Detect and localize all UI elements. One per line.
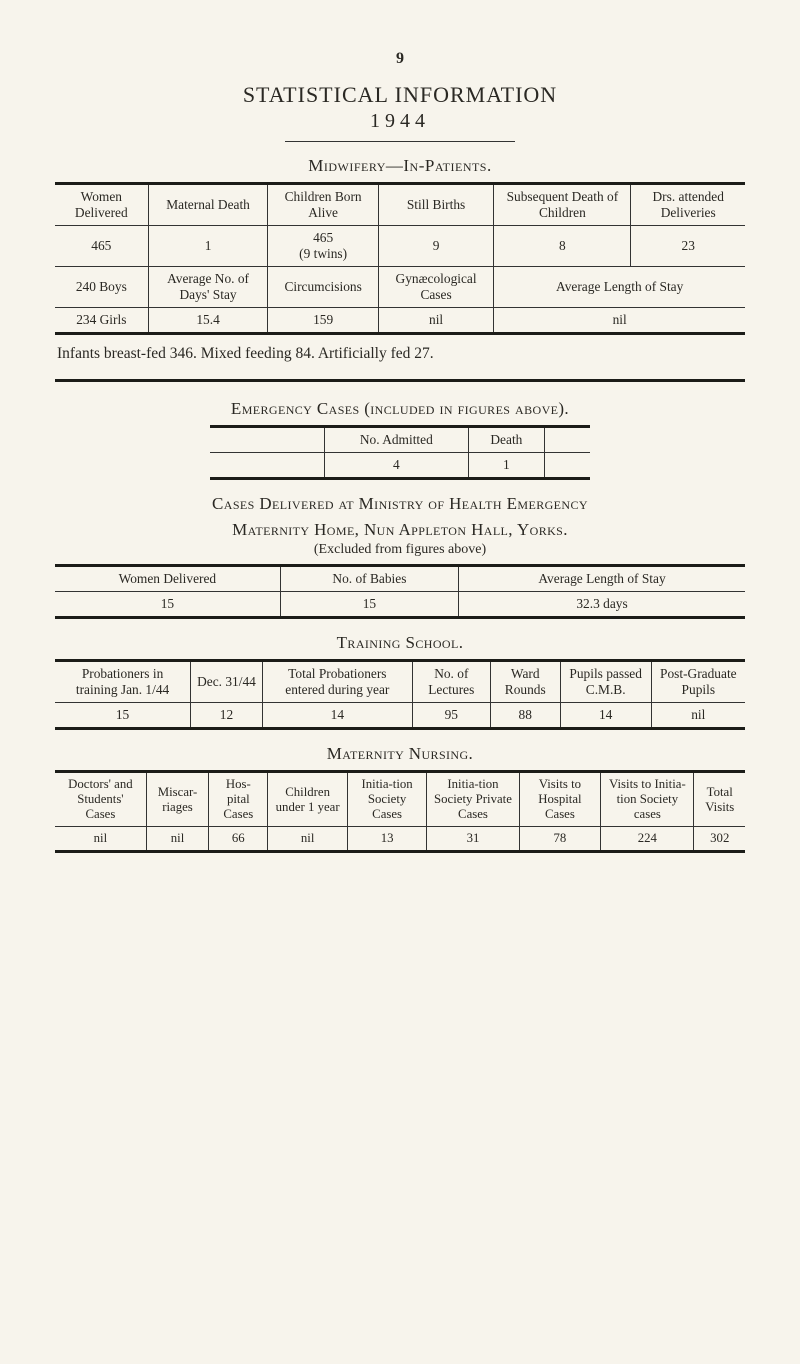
section-midwifery: Midwifery—In-Patients. xyxy=(55,156,745,176)
col-header: Dec. 31/44 xyxy=(191,661,263,703)
cell: 78 xyxy=(519,827,601,852)
col-header: No. Admitted xyxy=(324,427,468,453)
col-header: Circumcisions xyxy=(268,267,378,308)
col-header: Pupils passed C.M.B. xyxy=(560,661,651,703)
table-midwifery-summary: Women Delivered Maternal Death Children … xyxy=(55,182,745,335)
cell: 9 xyxy=(378,226,494,267)
col-header: Children Born Alive xyxy=(268,184,378,226)
cell: nil xyxy=(494,308,745,334)
table-emergency: No. Admitted Death 4 1 xyxy=(210,425,590,480)
col-header: Gynæcological Cases xyxy=(378,267,494,308)
cell: 31 xyxy=(427,827,519,852)
col-header: Women Delivered xyxy=(55,184,148,226)
divider xyxy=(285,141,515,142)
col-header: Average Length of Stay xyxy=(494,267,745,308)
section-emergency: Emergency Cases (included in figures abo… xyxy=(55,399,745,419)
infants-line: Infants breast-fed 346. Mixed feeding 84… xyxy=(57,345,745,363)
cell: 12 xyxy=(191,703,263,729)
cell: 15 xyxy=(55,703,191,729)
page-title: STATISTICAL INFORMATION xyxy=(55,82,745,108)
cell: 95 xyxy=(412,703,490,729)
col-header: Total Probationers entered during year xyxy=(262,661,412,703)
page-number: 9 xyxy=(55,50,745,68)
cell: nil xyxy=(378,308,494,334)
section-maternity-nursing: Maternity Nursing. xyxy=(55,744,745,764)
section-ministry-1: Cases Delivered at Ministry of Health Em… xyxy=(55,494,745,514)
cell: 15.4 xyxy=(148,308,268,334)
cell: 1 xyxy=(148,226,268,267)
cell: 159 xyxy=(268,308,378,334)
col-header: Drs. attended Deliveries xyxy=(631,184,745,226)
col-header: Doctors' and Students' Cases xyxy=(55,772,146,827)
col-header: Children under 1 year xyxy=(268,772,347,827)
cell: nil xyxy=(146,827,208,852)
col-header: Maternal Death xyxy=(148,184,268,226)
cell: 32.3 days xyxy=(459,592,745,618)
year: 1944 xyxy=(55,110,745,133)
cell: nil xyxy=(55,827,146,852)
table-training: Probationers in training Jan. 1/44 Dec. … xyxy=(55,659,745,730)
col-header: Miscar-riages xyxy=(146,772,208,827)
cell: 465 xyxy=(55,226,148,267)
cell: 240 Boys xyxy=(55,267,148,308)
col-header: Average No. of Days' Stay xyxy=(148,267,268,308)
ministry-paren: (Excluded from figures above) xyxy=(55,542,745,558)
col-header: No. of Babies xyxy=(280,566,458,592)
cell: 465 (9 twins) xyxy=(268,226,378,267)
cell: nil xyxy=(651,703,745,729)
col-header: Total Visits xyxy=(694,772,745,827)
cell: 1 xyxy=(469,453,545,479)
cell: 15 xyxy=(280,592,458,618)
cell: 14 xyxy=(560,703,651,729)
col-header: Initia-tion Society Private Cases xyxy=(427,772,519,827)
col-header: Death xyxy=(469,427,545,453)
cell: 15 xyxy=(55,592,280,618)
section-training: Training School. xyxy=(55,633,745,653)
col-header: Average Length of Stay xyxy=(459,566,745,592)
cell: 234 Girls xyxy=(55,308,148,334)
col-header: Ward Rounds xyxy=(490,661,560,703)
col-header: Women Delivered xyxy=(55,566,280,592)
col-header: No. of Lectures xyxy=(412,661,490,703)
cell: 302 xyxy=(694,827,745,852)
cell: 88 xyxy=(490,703,560,729)
cell: 23 xyxy=(631,226,745,267)
cell: 13 xyxy=(347,827,427,852)
cell: 4 xyxy=(324,453,468,479)
cell: 8 xyxy=(494,226,631,267)
col-header: Initia-tion Society Cases xyxy=(347,772,427,827)
cell: 66 xyxy=(209,827,268,852)
col-header: Visits to Initia-tion Society cases xyxy=(601,772,694,827)
table-ministry: Women Delivered No. of Babies Average Le… xyxy=(55,564,745,619)
col-header: Subsequent Death of Children xyxy=(494,184,631,226)
col-header: Hos-pital Cases xyxy=(209,772,268,827)
col-header: Still Births xyxy=(378,184,494,226)
col-header: Visits to Hospital Cases xyxy=(519,772,601,827)
cell: nil xyxy=(268,827,347,852)
col-header: Post-Graduate Pupils xyxy=(651,661,745,703)
section-ministry-2: Maternity Home, Nun Appleton Hall, Yorks… xyxy=(55,520,745,540)
table-maternity-nursing: Doctors' and Students' Cases Miscar-riag… xyxy=(55,770,745,853)
col-header: Probationers in training Jan. 1/44 xyxy=(55,661,191,703)
cell: 224 xyxy=(601,827,694,852)
cell: 14 xyxy=(262,703,412,729)
